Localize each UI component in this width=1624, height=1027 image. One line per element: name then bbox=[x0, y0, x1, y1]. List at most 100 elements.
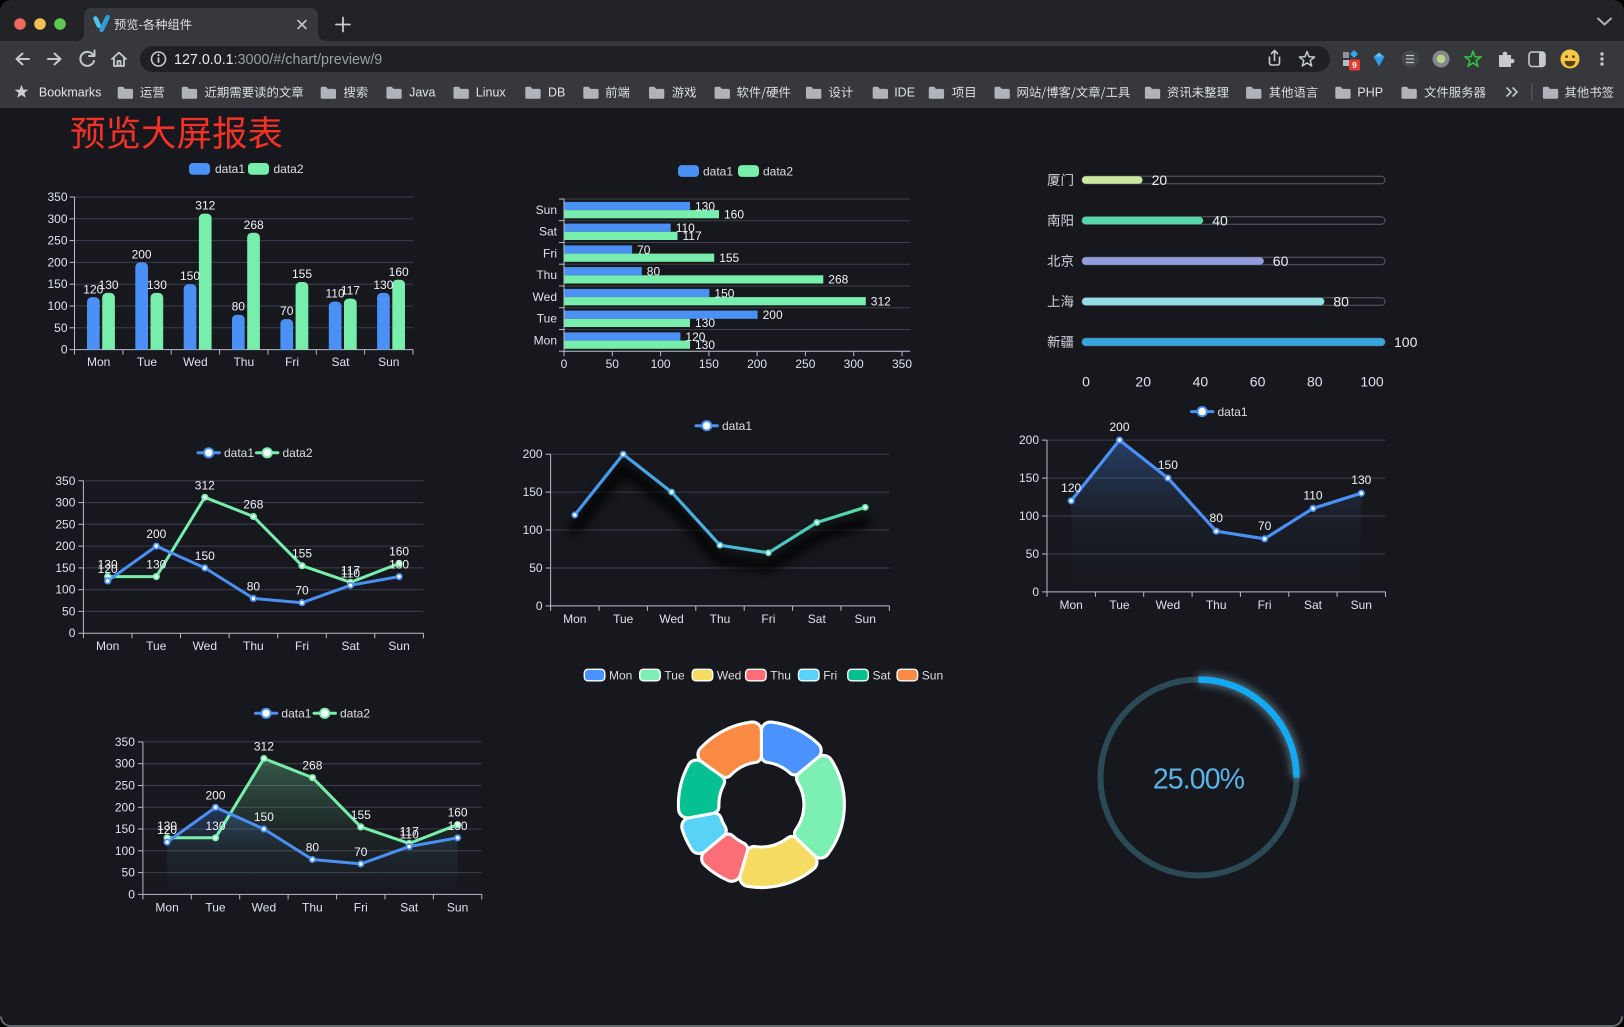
svg-text:120: 120 bbox=[685, 330, 705, 344]
svg-text:Wed: Wed bbox=[659, 612, 683, 626]
svg-text:Mon: Mon bbox=[609, 669, 632, 683]
svg-text:Wed: Wed bbox=[183, 355, 207, 369]
svg-text:250: 250 bbox=[47, 234, 67, 248]
svg-text:130: 130 bbox=[373, 278, 393, 292]
svg-text:300: 300 bbox=[55, 496, 75, 510]
svg-text:50: 50 bbox=[1026, 547, 1040, 561]
svg-text:250: 250 bbox=[115, 779, 135, 793]
svg-text:155: 155 bbox=[351, 808, 371, 822]
svg-text:150: 150 bbox=[714, 286, 734, 300]
svg-text:data1: data1 bbox=[281, 707, 311, 721]
svg-text:110: 110 bbox=[676, 221, 695, 235]
svg-text:Sat: Sat bbox=[341, 639, 360, 653]
svg-text:Wed: Wed bbox=[1156, 598, 1180, 612]
svg-text:100: 100 bbox=[651, 357, 671, 371]
svg-text:150: 150 bbox=[254, 810, 274, 824]
svg-text:Fri: Fri bbox=[354, 900, 368, 914]
svg-text:70: 70 bbox=[280, 304, 294, 318]
svg-text:data2: data2 bbox=[274, 162, 304, 176]
svg-text:80: 80 bbox=[232, 300, 246, 314]
svg-text:110: 110 bbox=[326, 287, 345, 301]
svg-text:Thu: Thu bbox=[243, 639, 264, 653]
svg-text:350: 350 bbox=[55, 474, 75, 488]
svg-text:Fri: Fri bbox=[285, 355, 299, 369]
svg-text:Tue: Tue bbox=[613, 612, 634, 626]
svg-text:Sun: Sun bbox=[447, 900, 468, 914]
svg-text:300: 300 bbox=[47, 212, 67, 226]
svg-text:Sat: Sat bbox=[873, 669, 892, 683]
svg-text:110: 110 bbox=[1303, 488, 1322, 502]
svg-text:Thu: Thu bbox=[770, 669, 791, 683]
svg-text:150: 150 bbox=[195, 549, 215, 563]
svg-text:312: 312 bbox=[254, 740, 274, 754]
svg-text:Thu: Thu bbox=[1206, 598, 1227, 612]
svg-text:data1: data1 bbox=[722, 419, 752, 433]
svg-text:0: 0 bbox=[561, 357, 568, 371]
svg-text:200: 200 bbox=[1109, 420, 1129, 434]
svg-text:155: 155 bbox=[719, 251, 739, 265]
svg-text:IDE: IDE bbox=[894, 86, 915, 100]
svg-text:70: 70 bbox=[354, 845, 368, 859]
svg-text:160: 160 bbox=[389, 265, 409, 279]
svg-text:Fri: Fri bbox=[1258, 598, 1272, 612]
svg-text:300: 300 bbox=[115, 757, 135, 771]
svg-text:150: 150 bbox=[115, 822, 135, 836]
svg-text:data2: data2 bbox=[763, 164, 793, 178]
svg-text:120: 120 bbox=[98, 562, 118, 576]
svg-text:100: 100 bbox=[523, 523, 543, 537]
svg-text:300: 300 bbox=[844, 357, 864, 371]
svg-text:50: 50 bbox=[122, 866, 136, 880]
svg-text:Sat: Sat bbox=[400, 900, 419, 914]
svg-text:60: 60 bbox=[1273, 253, 1289, 269]
svg-text:70: 70 bbox=[295, 584, 309, 598]
svg-text:150: 150 bbox=[1019, 471, 1039, 485]
svg-text:127.0.0.1:3000/#/chart/preview: 127.0.0.1:3000/#/chart/preview/9 bbox=[174, 52, 382, 68]
svg-text:data1: data1 bbox=[215, 162, 245, 176]
svg-text:80: 80 bbox=[1333, 293, 1349, 309]
svg-text:250: 250 bbox=[795, 357, 815, 371]
svg-text:200: 200 bbox=[55, 539, 75, 553]
svg-text:130: 130 bbox=[146, 558, 166, 572]
svg-text:312: 312 bbox=[871, 295, 891, 309]
svg-text:150: 150 bbox=[699, 357, 719, 371]
svg-text:Fri: Fri bbox=[295, 639, 309, 653]
svg-text:110: 110 bbox=[400, 828, 419, 842]
svg-text:155: 155 bbox=[292, 267, 312, 281]
svg-text:117: 117 bbox=[341, 563, 360, 577]
svg-text:120: 120 bbox=[1061, 481, 1081, 495]
svg-text:70: 70 bbox=[1258, 519, 1272, 533]
svg-text:Wed: Wed bbox=[193, 639, 217, 653]
svg-text:Thu: Thu bbox=[302, 900, 323, 914]
svg-text:80: 80 bbox=[1307, 374, 1323, 390]
svg-text:Sat: Sat bbox=[808, 612, 827, 626]
svg-text:80: 80 bbox=[1210, 511, 1224, 525]
svg-text:80: 80 bbox=[647, 265, 661, 279]
svg-text:Fri: Fri bbox=[543, 246, 557, 260]
svg-text:100: 100 bbox=[55, 583, 75, 597]
svg-text:200: 200 bbox=[146, 527, 166, 541]
svg-text:Mon: Mon bbox=[563, 612, 586, 626]
svg-text:Fri: Fri bbox=[761, 612, 775, 626]
svg-text:130: 130 bbox=[99, 278, 119, 292]
svg-text:268: 268 bbox=[828, 273, 848, 287]
svg-text:117: 117 bbox=[341, 284, 360, 298]
svg-text:data1: data1 bbox=[224, 446, 254, 460]
svg-text:268: 268 bbox=[244, 218, 264, 232]
svg-text:Java: Java bbox=[409, 86, 435, 100]
svg-text:200: 200 bbox=[763, 308, 783, 322]
svg-text:50: 50 bbox=[606, 357, 620, 371]
svg-text:0: 0 bbox=[61, 343, 68, 357]
svg-text:0: 0 bbox=[69, 626, 76, 640]
svg-text:50: 50 bbox=[62, 604, 76, 618]
svg-text:200: 200 bbox=[132, 247, 152, 261]
svg-text:Tue: Tue bbox=[137, 355, 158, 369]
svg-text:130: 130 bbox=[157, 819, 177, 833]
svg-text:312: 312 bbox=[195, 478, 215, 492]
svg-text:20: 20 bbox=[1135, 374, 1151, 390]
svg-text:Sun: Sun bbox=[855, 612, 876, 626]
svg-text:Wed: Wed bbox=[717, 669, 741, 683]
svg-text:Mon: Mon bbox=[155, 900, 178, 914]
svg-text:Tue: Tue bbox=[146, 639, 167, 653]
svg-text:130: 130 bbox=[448, 819, 468, 833]
svg-text:Tue: Tue bbox=[1109, 598, 1130, 612]
